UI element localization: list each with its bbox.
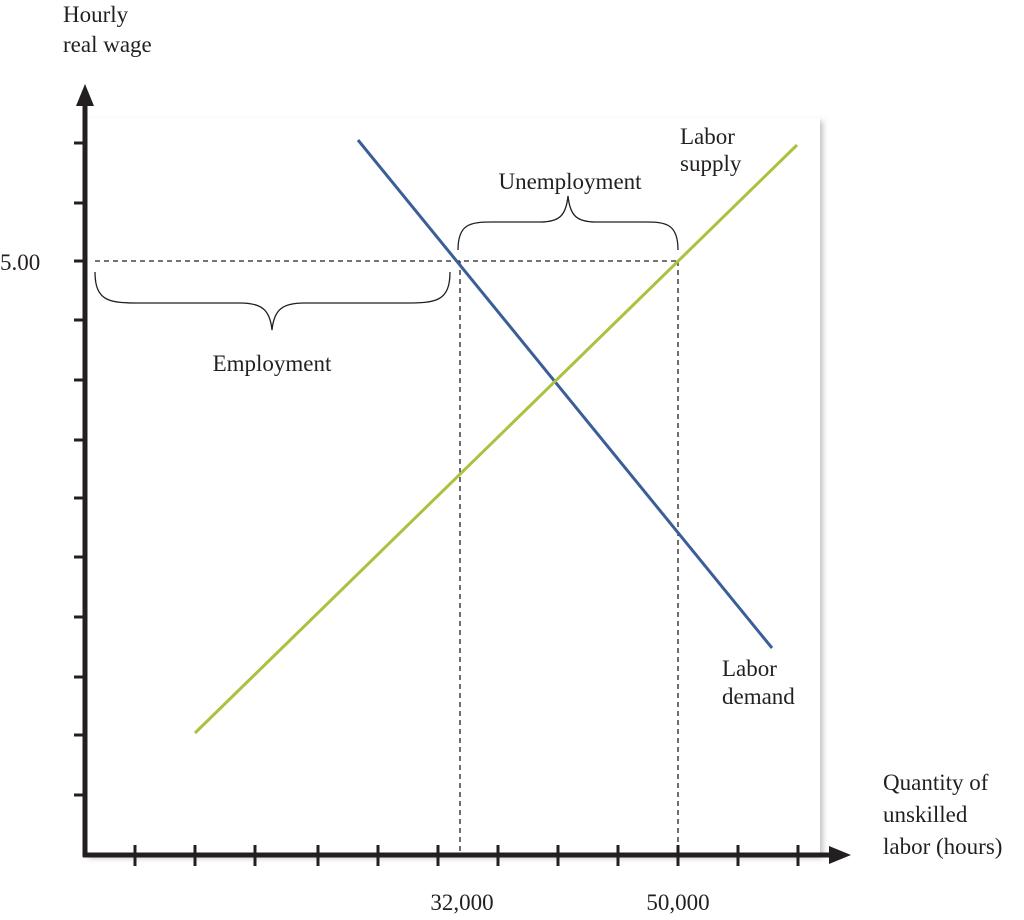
x-value-label: 32,000 [430, 890, 493, 915]
unemployment-brace [457, 195, 679, 251]
y-axis-arrow [76, 84, 94, 106]
label-line: Hourly [63, 2, 129, 27]
label-line: supply [680, 151, 742, 176]
y-value-label: 5.00 [0, 250, 40, 275]
employment-brace [94, 271, 451, 331]
label-line: Labor [722, 656, 777, 681]
unemployment-label: Unemployment [498, 169, 642, 194]
demand-label: Labor demand [722, 656, 795, 709]
label-line: real wage [63, 32, 152, 57]
label-line: unskilled [883, 802, 968, 827]
label-line: labor (hours) [883, 834, 1002, 859]
label-line: demand [722, 684, 795, 709]
x-value-label: 50,000 [646, 890, 709, 915]
y-axis-label: Hourly real wage [63, 2, 152, 57]
x-axis-label: Quantity of unskilled labor (hours) [883, 770, 1002, 859]
employment-label: Employment [213, 351, 332, 376]
supply-curve [193, 143, 799, 735]
label-line: Labor [680, 124, 735, 149]
reference-lines [95, 260, 679, 855]
x-axis-arrow [829, 846, 851, 864]
demand-curve [356, 139, 774, 649]
label-line: Quantity of [883, 770, 989, 795]
supply-label: Labor supply [680, 124, 742, 176]
